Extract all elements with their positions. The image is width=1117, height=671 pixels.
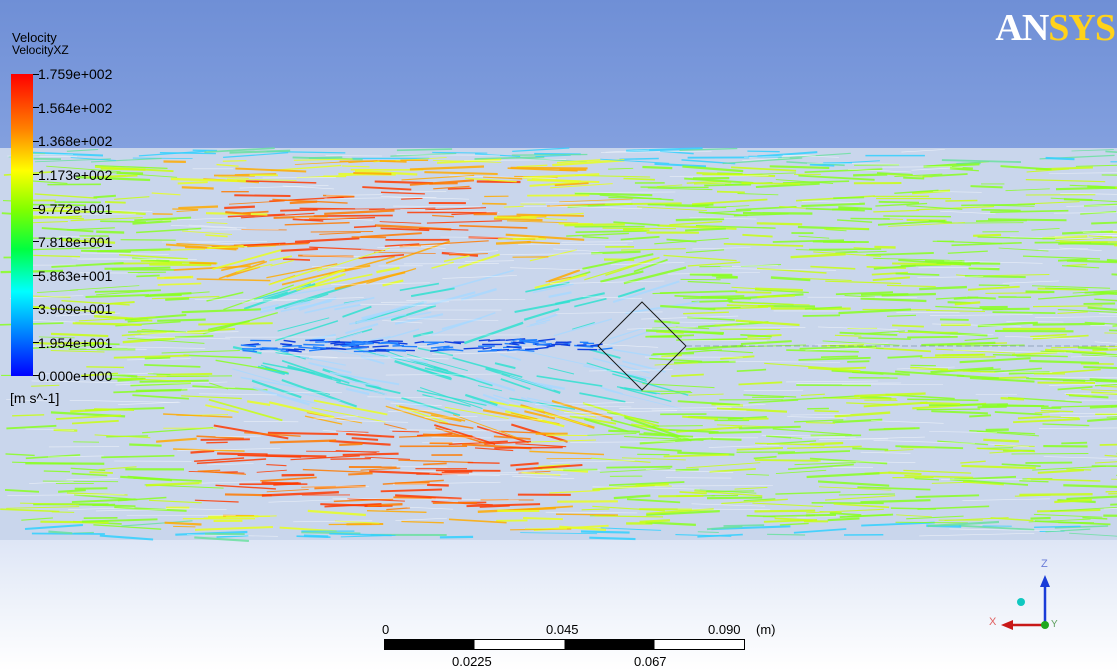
legend-title: Velocity bbox=[12, 30, 57, 45]
diamond-obstacle bbox=[597, 301, 687, 391]
legend-tick bbox=[33, 375, 39, 376]
scale-label-0225: 0.0225 bbox=[452, 654, 492, 669]
legend-tick-label: 7.818e+001 bbox=[38, 234, 113, 250]
color-legend: Velocity VelocityXZ 1.759e+002 1.564e+00… bbox=[8, 30, 208, 410]
axis-y-label: Y bbox=[1051, 619, 1058, 630]
ansys-logo: ANSYS bbox=[995, 6, 1116, 50]
scale-label-045: 0.045 bbox=[546, 622, 579, 637]
axis-z-label: Z bbox=[1041, 558, 1048, 570]
logo-part-sys: SYS bbox=[1048, 7, 1116, 49]
legend-tick bbox=[33, 208, 39, 209]
legend-units: [m s^-1] bbox=[10, 390, 60, 406]
colorbar bbox=[11, 74, 33, 376]
legend-tick-label: 1.368e+002 bbox=[38, 133, 113, 149]
scale-bar: 0 0.045 0.090 (m) 0.0225 0.067 bbox=[380, 620, 780, 671]
legend-tick-label: 0.000e+000 bbox=[38, 368, 113, 384]
legend-tick bbox=[33, 74, 39, 75]
axis-x-label: X bbox=[989, 616, 997, 628]
legend-tick-label: 3.909e+001 bbox=[38, 301, 113, 317]
legend-tick bbox=[33, 308, 39, 309]
logo-part-an: AN bbox=[995, 7, 1049, 49]
scale-bar-graphic bbox=[384, 639, 745, 650]
scale-label-090: 0.090 bbox=[708, 622, 741, 637]
axis-triad: Z X Y bbox=[985, 555, 1065, 635]
legend-tick-label: 1.173e+002 bbox=[38, 167, 113, 183]
legend-tick bbox=[33, 275, 39, 276]
legend-tick bbox=[33, 241, 39, 242]
legend-tick-label: 1.564e+002 bbox=[38, 100, 113, 116]
legend-tick bbox=[33, 342, 39, 343]
legend-subtitle: VelocityXZ bbox=[12, 43, 69, 57]
legend-tick-label: 9.772e+001 bbox=[38, 201, 113, 217]
legend-tick-label: 1.759e+002 bbox=[38, 66, 113, 82]
legend-tick bbox=[33, 174, 39, 175]
legend-tick-label: 5.863e+001 bbox=[38, 268, 113, 284]
legend-tick bbox=[33, 141, 39, 142]
legend-tick bbox=[33, 107, 39, 108]
scale-label-0: 0 bbox=[382, 622, 390, 637]
legend-tick-label: 1.954e+001 bbox=[38, 335, 113, 351]
axis-triad-graphic: Z X Y bbox=[989, 558, 1058, 630]
scale-label-067: 0.067 bbox=[634, 654, 667, 669]
scale-unit: (m) bbox=[756, 622, 776, 637]
